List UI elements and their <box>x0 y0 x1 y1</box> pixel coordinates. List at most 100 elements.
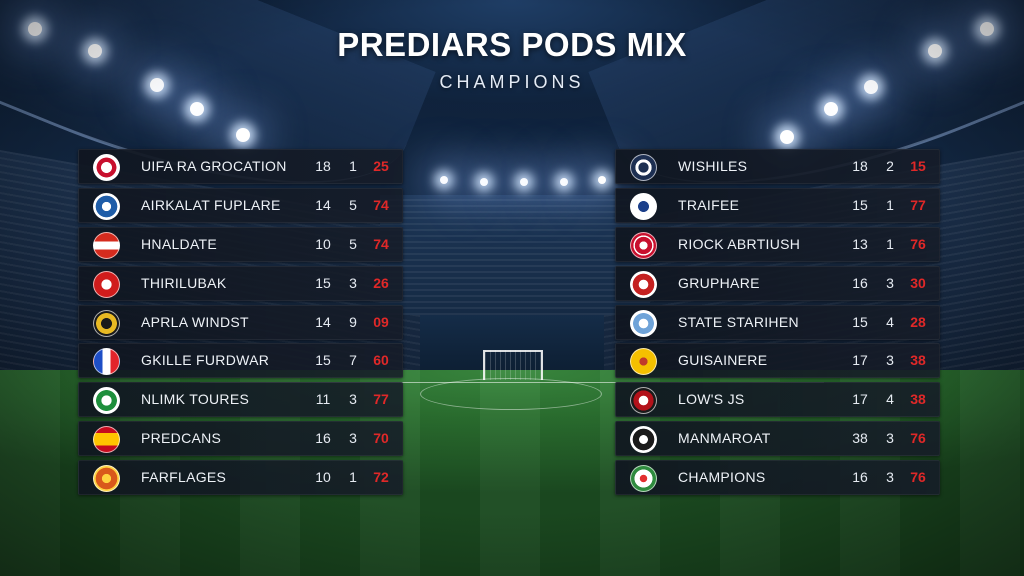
stat-played: 18 <box>852 158 868 174</box>
club-crest-icon <box>630 465 657 493</box>
stat-points: 38 <box>910 391 926 408</box>
stat-second: 5 <box>349 196 357 213</box>
stat-second: 3 <box>349 430 357 447</box>
team-name: AIRKALAT FUPLARE <box>141 196 281 213</box>
stat-second: 3 <box>349 391 357 408</box>
stat-points: 28 <box>910 313 926 330</box>
stat-played: 14 <box>315 196 331 213</box>
team-name: UIFA RA GROCATION <box>141 158 287 174</box>
table-row[interactable]: NLIMK TOURES 11 3 77 <box>78 382 403 418</box>
club-crest-icon <box>93 465 120 493</box>
stat-second: 2 <box>886 158 894 174</box>
table-row[interactable]: CHAMPIONS 16 3 76 <box>615 460 940 496</box>
club-crest-icon <box>93 309 120 337</box>
stat-played: 17 <box>852 391 868 408</box>
team-name: NLIMK TOURES <box>141 391 250 408</box>
table-row[interactable]: GUISAINERE 17 3 38 <box>615 343 940 379</box>
stat-played: 14 <box>315 313 331 330</box>
team-name: HNALDATE <box>141 235 218 252</box>
stat-second: 5 <box>349 235 357 252</box>
team-name: TRAIFEE <box>678 196 740 213</box>
stat-points: 74 <box>373 196 389 213</box>
stat-second: 1 <box>886 235 894 252</box>
table-row[interactable]: AIRKALAT FUPLARE 14 5 74 <box>78 187 403 223</box>
stat-second: 3 <box>886 274 894 291</box>
club-crest-icon <box>93 270 120 298</box>
table-row[interactable]: UIFA RA GROCATION 18 1 25 <box>78 149 403 184</box>
stat-played: 38 <box>852 430 868 447</box>
stat-played: 17 <box>852 352 868 369</box>
table-row[interactable]: PREDCANS 16 3 70 <box>78 421 403 457</box>
team-name: GKILLE FURDWAR <box>141 352 270 369</box>
stat-played: 10 <box>315 469 331 486</box>
standings-table-left: UIFA RA GROCATION 18 1 25 AIRKALAT FUPLA… <box>78 149 403 499</box>
stat-points: 76 <box>910 235 926 252</box>
team-name: GRUPHARE <box>678 274 760 291</box>
stat-second: 1 <box>886 196 894 213</box>
stat-second: 7 <box>349 352 357 369</box>
club-crest-icon <box>630 348 657 376</box>
table-row[interactable]: STATE STARIHEN 15 4 28 <box>615 304 940 340</box>
stat-second: 3 <box>349 274 357 291</box>
table-row[interactable]: MANMAROAT 38 3 76 <box>615 421 940 457</box>
table-row[interactable]: GKILLE FURDWAR 15 7 60 <box>78 343 403 379</box>
team-name: STATE STARIHEN <box>678 313 799 330</box>
stat-second: 4 <box>886 313 894 330</box>
team-name: THIRILUBAK <box>141 274 227 291</box>
stat-points: 76 <box>910 430 926 447</box>
club-crest-icon <box>93 154 120 181</box>
stat-second: 9 <box>349 313 357 330</box>
stat-played: 15 <box>315 352 331 369</box>
table-row[interactable]: THIRILUBAK 15 3 26 <box>78 265 403 301</box>
flag-icon <box>93 348 120 376</box>
club-crest-icon <box>630 270 657 298</box>
stat-played: 11 <box>315 391 331 408</box>
team-name: WISHILES <box>678 158 748 174</box>
stat-points: 76 <box>910 469 926 486</box>
club-crest-icon <box>630 309 657 337</box>
table-row[interactable]: WISHILES 18 2 15 <box>615 149 940 184</box>
stat-second: 3 <box>886 469 894 486</box>
stat-points: 15 <box>910 158 926 174</box>
table-row[interactable]: RIOCK ABRTIUSH 13 1 76 <box>615 226 940 262</box>
stat-played: 13 <box>852 235 868 252</box>
team-name: RIOCK ABRTIUSH <box>678 235 801 252</box>
stat-played: 15 <box>315 274 331 291</box>
stat-points: 60 <box>373 352 389 369</box>
team-name: CHAMPIONS <box>678 469 766 486</box>
stat-second: 4 <box>886 391 894 408</box>
stat-played: 16 <box>852 274 868 291</box>
table-row[interactable]: APRLA WINDST 14 9 09 <box>78 304 403 340</box>
stat-points: 30 <box>910 274 926 291</box>
stat-points: 70 <box>373 430 389 447</box>
table-row[interactable]: HNALDATE 10 5 74 <box>78 226 403 262</box>
table-row[interactable]: TRAIFEE 15 1 77 <box>615 187 940 223</box>
stat-second: 1 <box>349 469 357 486</box>
stat-played: 15 <box>852 196 868 213</box>
flag-icon <box>93 426 120 454</box>
club-crest-icon <box>630 387 657 415</box>
club-crest-icon <box>630 192 657 220</box>
stat-points: 38 <box>910 352 926 369</box>
team-name: LOW'S JS <box>678 391 745 408</box>
stat-points: 74 <box>373 235 389 252</box>
stat-played: 10 <box>315 235 331 252</box>
page-title: PREDIARS PODS MIX <box>337 26 687 63</box>
team-name: MANMAROAT <box>678 430 771 447</box>
stat-played: 16 <box>852 469 868 486</box>
stat-played: 15 <box>852 313 868 330</box>
team-name: APRLA WINDST <box>141 313 249 330</box>
stat-second: 3 <box>886 430 894 447</box>
team-name: FARFLAGES <box>141 469 227 486</box>
standings-table-right: WISHILES 18 2 15 TRAIFEE 15 1 77 RIOCK A… <box>615 149 940 499</box>
stat-played: 18 <box>315 158 331 174</box>
stat-second: 3 <box>886 352 894 369</box>
team-name: GUISAINERE <box>678 352 768 369</box>
table-row[interactable]: FARFLAGES 10 1 72 <box>78 460 403 496</box>
table-row[interactable]: LOW'S JS 17 4 38 <box>615 382 940 418</box>
table-row[interactable]: GRUPHARE 16 3 30 <box>615 265 940 301</box>
club-crest-icon <box>630 426 657 454</box>
club-crest-icon <box>630 231 657 259</box>
flag-icon <box>93 231 120 259</box>
stat-points: 25 <box>373 158 389 174</box>
